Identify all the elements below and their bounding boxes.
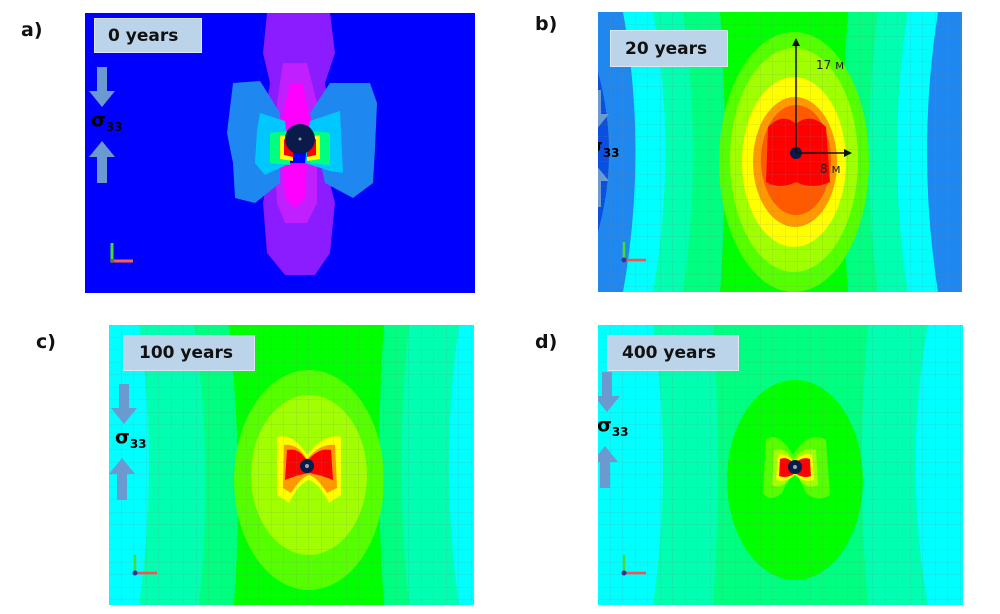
magenta-lobe-top xyxy=(281,83,310,138)
axis-triad-icon xyxy=(621,555,646,576)
contour-panel-100-years: 100 years σ33 xyxy=(109,325,474,605)
panel-label-a: a) xyxy=(21,19,43,41)
axis-triad-icon xyxy=(621,242,646,263)
borehole-center xyxy=(793,465,797,469)
horizontal-extent-label: 8 м xyxy=(820,162,841,176)
vertical-dimension-arrow xyxy=(792,38,800,153)
stress-contour-map-c xyxy=(109,325,474,605)
panel-label-c: c) xyxy=(36,331,56,353)
time-label-box: 400 years xyxy=(607,335,739,371)
borehole-center xyxy=(305,464,309,468)
magenta-lobe-bottom xyxy=(283,163,307,208)
mesh-grid xyxy=(598,325,963,605)
compression-arrow-up-icon xyxy=(598,446,618,488)
vertical-extent-label: 17 м xyxy=(816,58,845,72)
stress-contour-map-b xyxy=(598,12,962,292)
contour-panel-20-years: 17 м 8 м 20 years σ33 xyxy=(598,12,962,292)
axis-triad-icon xyxy=(132,555,157,576)
compression-arrow-down-icon xyxy=(111,384,137,424)
panel-label-b: b) xyxy=(535,13,558,35)
borehole-center xyxy=(298,137,302,141)
compression-arrow-up-icon xyxy=(89,141,115,183)
stress-label-sigma33: σ33 xyxy=(598,414,629,439)
compression-arrow-up-icon xyxy=(109,458,135,500)
time-label: 400 years xyxy=(622,343,716,363)
stress-label-sigma33: σ33 xyxy=(598,135,620,160)
time-label: 0 years xyxy=(108,25,179,46)
axis-triad-icon xyxy=(110,243,133,263)
horizontal-dimension-arrow xyxy=(796,149,852,157)
compression-arrow-down-icon xyxy=(89,67,115,107)
contour-panel-0-years: 0 years σ33 xyxy=(85,13,475,293)
compression-arrow-down-icon xyxy=(598,372,620,412)
panel-label-d: d) xyxy=(535,331,558,353)
stress-label-sigma33: σ33 xyxy=(91,109,123,134)
mesh-grid xyxy=(109,325,474,605)
compression-arrow-down-icon xyxy=(598,90,609,128)
contour-panel-400-years: 400 years σ33 xyxy=(598,325,963,605)
time-label-box: 20 years xyxy=(610,30,728,67)
stress-label-sigma33: σ33 xyxy=(115,426,147,451)
compression-arrow-up-icon xyxy=(598,167,609,207)
time-label: 100 years xyxy=(139,343,233,363)
time-label: 20 years xyxy=(625,38,708,59)
stress-contour-map-a xyxy=(85,13,475,293)
stress-contour-map-d xyxy=(598,325,963,605)
time-label-box: 0 years xyxy=(94,18,202,53)
time-label-box: 100 years xyxy=(123,335,255,371)
